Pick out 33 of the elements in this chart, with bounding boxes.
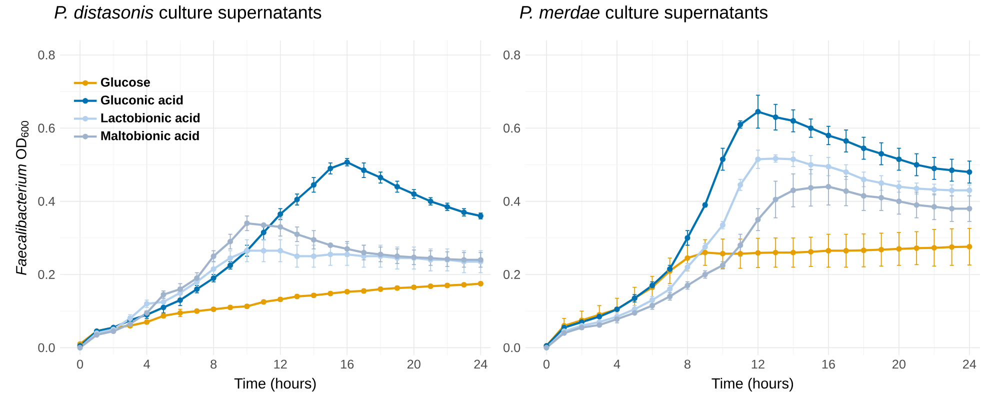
y-tick-label: 0.8 bbox=[504, 50, 520, 60]
x-tick-label: 20 bbox=[407, 360, 420, 369]
legend-label: Gluconic acid bbox=[100, 95, 183, 105]
y-tick-label: 0.2 bbox=[504, 270, 520, 279]
x-tick-label: 16 bbox=[341, 360, 354, 369]
y-tick-label: 0.8 bbox=[38, 50, 55, 60]
y-tick-label: 0.0 bbox=[504, 343, 520, 352]
chart-title: P. distasonis culture supernatants bbox=[54, 6, 322, 22]
x-tick-label: 4 bbox=[144, 360, 150, 368]
y-tick-label: 0.6 bbox=[504, 124, 520, 133]
y-tick-label: 0.0 bbox=[38, 343, 55, 352]
y-tick-label: 0.4 bbox=[38, 196, 55, 206]
x-tick-label: 20 bbox=[892, 360, 906, 369]
y-tick-label: 0.2 bbox=[38, 270, 55, 279]
x-tick-label: 4 bbox=[614, 360, 620, 368]
x-tick-label: 16 bbox=[822, 360, 835, 369]
x-tick-label: 8 bbox=[684, 360, 690, 369]
legend-label: Glucose bbox=[100, 77, 150, 87]
x-tick-label: 0 bbox=[543, 360, 550, 369]
x-tick-label: 0 bbox=[77, 360, 84, 369]
legend-label: Lactobionic acid bbox=[101, 113, 200, 122]
x-axis-title: Time (hours) bbox=[712, 378, 794, 392]
x-tick-label: 24 bbox=[963, 360, 976, 369]
legend-label: Maltobionic acid bbox=[101, 130, 199, 140]
chart-title: P. merdae culture supernatants bbox=[520, 6, 768, 22]
y-axis-title: Faecalibacterium OD$_{600}$ bbox=[16, 120, 29, 275]
x-tick-label: 8 bbox=[210, 360, 217, 369]
x-tick-label: 24 bbox=[474, 360, 488, 369]
x-tick-label: 12 bbox=[752, 360, 764, 369]
x-axis-title: Time (hours) bbox=[234, 378, 316, 392]
y-tick-label: 0.4 bbox=[504, 196, 520, 206]
x-tick-label: 12 bbox=[274, 360, 287, 369]
y-tick-label: 0.6 bbox=[38, 124, 55, 133]
